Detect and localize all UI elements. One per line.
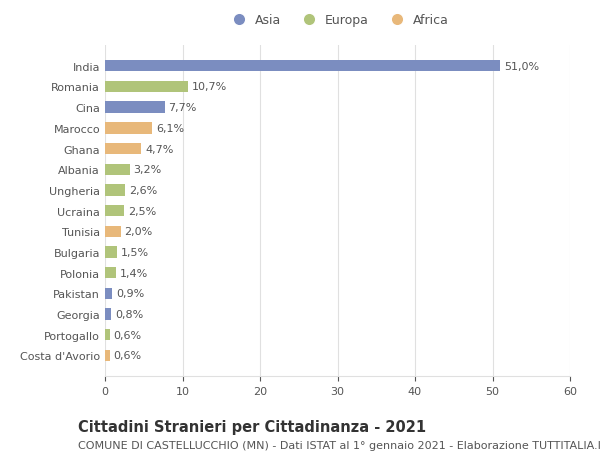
Legend: Asia, Europa, Africa: Asia, Europa, Africa: [221, 9, 454, 32]
Bar: [105, 206, 124, 217]
Bar: [105, 102, 164, 113]
Bar: [105, 330, 110, 341]
Text: 1,5%: 1,5%: [121, 247, 149, 257]
Text: 7,7%: 7,7%: [169, 103, 197, 113]
Text: 10,7%: 10,7%: [192, 82, 227, 92]
Bar: [105, 226, 121, 237]
Bar: [105, 123, 152, 134]
Text: 0,9%: 0,9%: [116, 289, 144, 299]
Text: 2,0%: 2,0%: [124, 227, 152, 237]
Bar: [105, 61, 500, 72]
Bar: [105, 350, 110, 361]
Text: 0,6%: 0,6%: [113, 330, 142, 340]
Bar: [105, 164, 130, 175]
Bar: [105, 309, 111, 320]
Text: 3,2%: 3,2%: [134, 165, 162, 175]
Text: 1,4%: 1,4%: [120, 268, 148, 278]
Text: 0,6%: 0,6%: [113, 351, 142, 361]
Text: 51,0%: 51,0%: [504, 62, 539, 72]
Text: 6,1%: 6,1%: [156, 123, 184, 134]
Bar: [105, 185, 125, 196]
Text: 0,8%: 0,8%: [115, 309, 143, 319]
Bar: [105, 82, 188, 93]
Text: Cittadini Stranieri per Cittadinanza - 2021: Cittadini Stranieri per Cittadinanza - 2…: [78, 419, 426, 434]
Text: 2,6%: 2,6%: [129, 185, 157, 196]
Bar: [105, 268, 116, 279]
Text: 4,7%: 4,7%: [145, 144, 173, 154]
Bar: [105, 247, 116, 258]
Text: 2,5%: 2,5%: [128, 206, 157, 216]
Bar: [105, 288, 112, 299]
Text: COMUNE DI CASTELLUCCHIO (MN) - Dati ISTAT al 1° gennaio 2021 - Elaborazione TUTT: COMUNE DI CASTELLUCCHIO (MN) - Dati ISTA…: [78, 440, 600, 450]
Bar: [105, 144, 142, 155]
